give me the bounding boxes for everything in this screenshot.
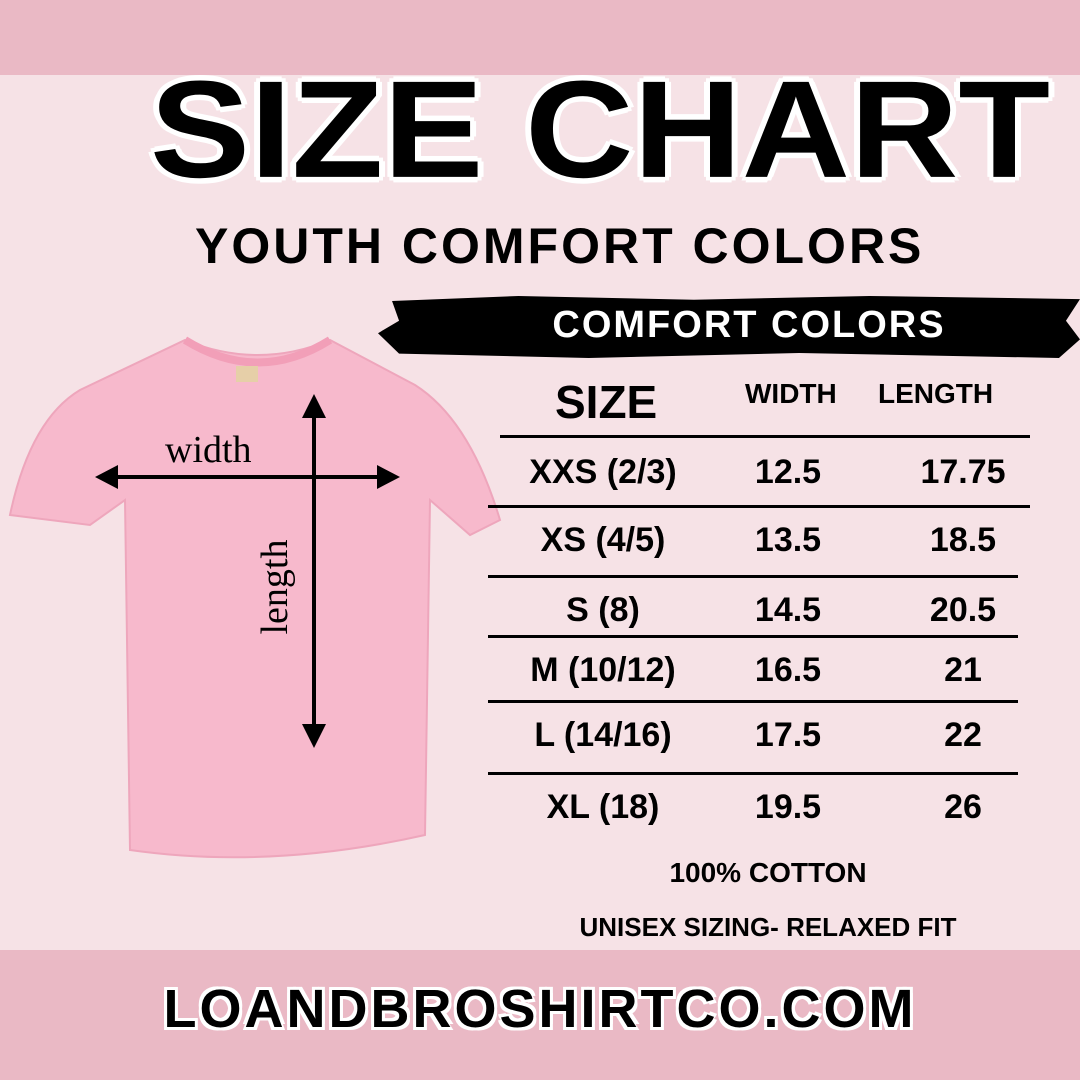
page-title: SIZE CHART <box>150 51 1050 207</box>
brand-banner: COMFORT COLORS <box>378 296 1080 358</box>
cell-size: S (8) <box>566 591 640 629</box>
header-width: WIDTH <box>745 378 837 409</box>
row-divider <box>488 575 1018 578</box>
cell-length: 18.5 <box>929 521 997 559</box>
banner-label: COMFORT COLORS <box>552 304 946 346</box>
table-row: XL (18) 19.5 26 <box>488 780 1018 840</box>
cell-length: 21 <box>944 651 982 689</box>
table-row: M (10/12) 16.5 21 <box>488 643 1018 703</box>
cell-size: XXS (2/3) <box>529 453 677 491</box>
row-divider <box>500 435 1030 438</box>
header-size: SIZE <box>555 376 658 428</box>
length-label: length <box>254 539 296 635</box>
cell-width: 13.5 <box>754 521 822 559</box>
note-cotton: 100% COTTON <box>669 857 867 888</box>
cell-width: 19.5 <box>754 788 822 826</box>
cell-length: 22 <box>944 716 982 754</box>
subtitle: YOUTH COMFORT COLORS <box>195 218 925 274</box>
cell-width: 12.5 <box>754 453 822 491</box>
cell-size: XS (4/5) <box>540 521 666 559</box>
cell-size: XL (18) <box>546 788 660 826</box>
tag-icon <box>236 366 258 382</box>
cell-size: M (10/12) <box>530 651 676 689</box>
cell-length: 20.5 <box>929 591 997 629</box>
row-divider <box>488 505 1030 508</box>
width-label: width <box>165 429 252 471</box>
top-band <box>0 0 1080 75</box>
website-url: LOANDBROSHIRTCO.COM <box>163 979 917 1039</box>
table-row: L (14/16) 17.5 22 <box>488 708 1018 768</box>
row-divider <box>488 772 1018 775</box>
cell-width: 16.5 <box>754 651 822 689</box>
table-row: XS (4/5) 13.5 18.5 <box>488 513 1018 573</box>
cell-length: 17.75 <box>920 453 1006 491</box>
bottom-band <box>0 950 1080 1080</box>
cell-length: 26 <box>944 788 982 826</box>
table-row: XXS (2/3) 12.5 17.75 <box>488 445 1018 505</box>
row-divider <box>488 700 1018 703</box>
cell-width: 14.5 <box>754 591 822 629</box>
cell-size: L (14/16) <box>534 716 672 754</box>
note-fit: UNISEX SIZING- RELAXED FIT <box>579 912 957 942</box>
row-divider <box>488 635 1018 638</box>
cell-width: 17.5 <box>754 716 822 754</box>
header-length: LENGTH <box>878 378 994 409</box>
table-row: S (8) 14.5 20.5 <box>488 583 1018 643</box>
tshirt-diagram <box>8 336 502 859</box>
